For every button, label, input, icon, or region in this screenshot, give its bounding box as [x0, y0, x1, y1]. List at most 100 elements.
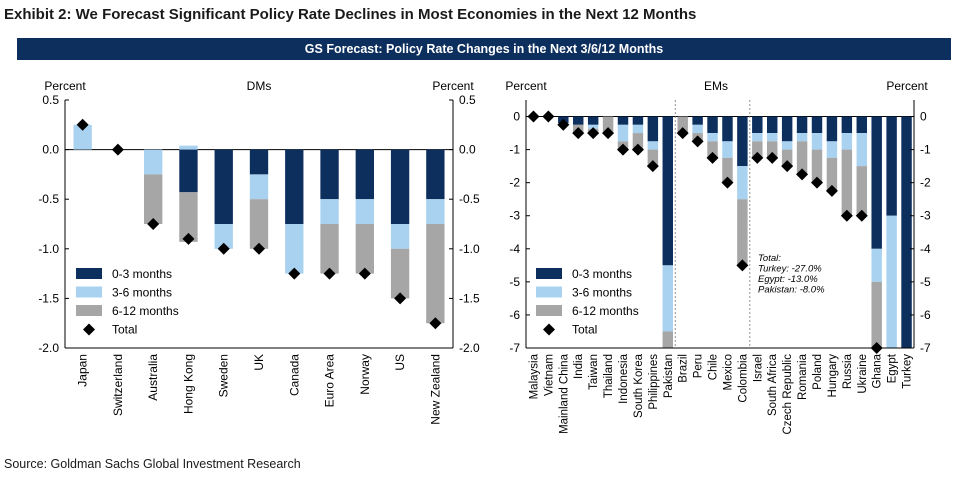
bar-peru-3-6-months	[692, 124, 703, 134]
bar-australia-6-12-months	[144, 174, 163, 224]
chart-title: Exhibit 2: We Forecast Significant Polic…	[4, 6, 697, 23]
legend-swatch-total	[83, 323, 95, 336]
bar-sweden-3-6-months	[214, 224, 233, 249]
right-tick-label: -6	[920, 308, 931, 322]
right-tick-label: 0.0	[459, 143, 476, 157]
bar-us-6-12-months	[390, 248, 410, 299]
total-marker-canada	[288, 267, 301, 280]
total-marker-hungary	[825, 184, 838, 197]
banner: GS Forecast: Policy Rate Changes in the …	[17, 38, 951, 60]
bar-romania-3-6-months	[796, 133, 808, 142]
category-label: Switzerland	[111, 354, 125, 416]
bar-israel-3-6-months	[752, 133, 763, 142]
legend-swatch-3-6-months	[76, 286, 102, 298]
category-label: Israel	[752, 354, 764, 382]
category-label: Czech Republic	[782, 354, 794, 435]
total-marker-thailand	[602, 127, 615, 140]
category-label: Ukraine	[857, 354, 869, 394]
category-label: Romania	[797, 353, 809, 400]
legend-swatch-6-12-months	[76, 305, 102, 316]
category-label: Peru	[693, 354, 705, 378]
total-marker-australia	[147, 218, 160, 230]
bar-pakistan-0-3-months	[662, 116, 673, 266]
category-label: Turkey	[902, 354, 914, 389]
total-marker-mexico	[721, 176, 734, 189]
total-marker-czech-republic	[781, 160, 794, 173]
bar-mexico-6-12-months	[722, 157, 733, 183]
bar-russia-6-12-months	[841, 149, 853, 216]
total-marker-india	[572, 127, 585, 140]
total-marker-new-zealand	[429, 317, 442, 330]
right-tick-label: 0	[920, 110, 927, 124]
category-label: South Korea	[633, 353, 645, 418]
bar-hungary-3-6-months	[826, 141, 838, 158]
bar-norway-3-6-months	[355, 199, 374, 224]
bar-indonesia-3-6-months	[617, 124, 629, 142]
bar-norway-6-12-months	[355, 224, 374, 274]
total-marker-philippines	[646, 160, 659, 173]
bar-hungary-0-3-months	[826, 116, 838, 142]
left-tick-label: -1	[509, 143, 520, 157]
total-marker-romania	[796, 168, 809, 181]
em-chart: Malaysia Vietnam Mainland China India Taiwan…	[505, 79, 931, 435]
bar-south-korea-0-3-months	[632, 116, 644, 125]
bar-chile-0-3-months	[707, 116, 718, 134]
total-marker-mainland-china	[557, 118, 570, 131]
bar-hong-kong-3-6-months	[179, 145, 198, 150]
bar-ukraine-0-3-months	[856, 116, 867, 134]
category-label: Taiwan	[588, 354, 600, 390]
legend-label: Total	[112, 323, 137, 337]
legend-swatch-0-3-months	[76, 268, 102, 279]
category-label: Vietnam	[543, 354, 555, 396]
bar-hong-kong-6-12-months	[179, 192, 198, 242]
left-tick-label: -0.5	[38, 192, 59, 206]
legend-swatch-0-3-months	[536, 268, 562, 279]
category-label: Mexico	[722, 354, 734, 390]
bar-euro-area-0-3-months	[320, 149, 339, 200]
bar-brazil-6-12-months	[677, 116, 688, 134]
category-label: New Zealand	[428, 354, 442, 425]
bar-philippines-6-12-months	[647, 149, 659, 167]
total-marker-israel	[751, 151, 764, 164]
total-marker-south-africa	[766, 151, 779, 164]
category-label: Russia	[842, 353, 854, 389]
total-marker-russia	[840, 209, 853, 222]
bar-euro-area-3-6-months	[320, 199, 339, 224]
total-marker-brazil	[676, 127, 689, 140]
legend-label: Total	[572, 323, 597, 337]
bar-new-zealand-6-12-months	[426, 224, 445, 324]
category-label: Brazil	[678, 354, 690, 383]
total-marker-japan	[76, 118, 89, 131]
total-marker-vietnam	[542, 110, 555, 123]
bar-czech-republic-3-6-months	[781, 141, 793, 150]
right-tick-label: -1.0	[459, 242, 480, 256]
total-marker-colombia	[736, 259, 749, 272]
legend-label: 6-12 months	[572, 304, 639, 318]
bar-mexico-0-3-months	[722, 116, 733, 142]
category-label: Norway	[358, 354, 372, 395]
right-tick-label: -7	[920, 341, 931, 355]
bar-colombia-3-6-months	[737, 166, 748, 200]
total-marker-euro-area	[323, 267, 336, 280]
bar-ukraine-3-6-months	[856, 133, 867, 167]
total-marker-switzerland	[111, 143, 124, 156]
category-label: Egypt	[887, 353, 899, 383]
bar-australia-3-6-months	[144, 149, 163, 175]
category-label: Canada	[287, 354, 301, 396]
category-label: Hong Kong	[181, 354, 195, 414]
bar-us-3-6-months	[390, 224, 410, 249]
total-marker-chile	[706, 151, 719, 164]
bar-hungary-6-12-months	[826, 157, 838, 191]
left-tick-label: -2.0	[38, 341, 59, 355]
bar-taiwan-3-6-months	[587, 124, 599, 129]
bar-uk-3-6-months	[249, 174, 269, 200]
bar-colombia-6-12-months	[737, 199, 748, 266]
category-label: Colombia	[737, 353, 749, 402]
bar-czech-republic-6-12-months	[781, 149, 793, 167]
bar-philippines-3-6-months	[647, 141, 659, 150]
bar-ghana-0-3-months	[871, 116, 882, 249]
category-label: Australia	[146, 354, 160, 401]
category-label: Thailand	[603, 354, 615, 398]
bar-ghana-6-12-months	[871, 281, 882, 348]
